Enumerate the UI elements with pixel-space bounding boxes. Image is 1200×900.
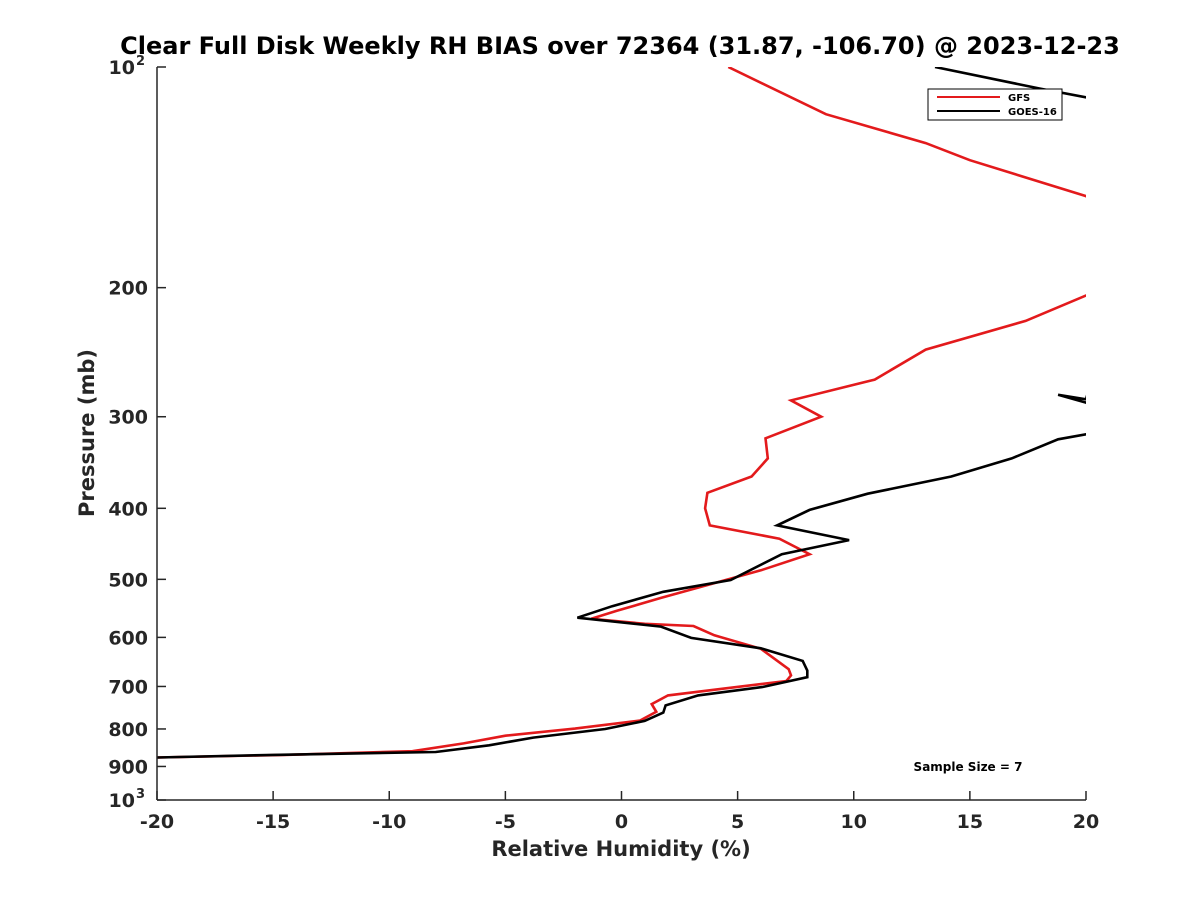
y-tick-label: 500 (108, 569, 148, 591)
legend: GFS GOES-16 (927, 88, 1063, 121)
x-tick-label: 5 (731, 811, 744, 833)
y-tick-label: 400 (108, 498, 148, 520)
x-tick-label: -20 (140, 811, 174, 833)
y-tick-label-power: 10 2 (109, 54, 146, 79)
y-tick-label-base: 10 (109, 790, 135, 812)
y-tick-label: 200 (108, 278, 148, 300)
x-tick-label: 10 (841, 811, 867, 833)
sample-size-annotation: Sample Size = 7 (914, 760, 1023, 774)
y-tick-label: 600 (108, 627, 148, 649)
x-tick-label: -5 (495, 811, 516, 833)
y-tick-label-base: 10 (109, 57, 135, 79)
legend-label-gfs: GFS (1008, 93, 1030, 104)
y-tick-label: 900 (108, 756, 148, 778)
x-ticks: -20 -15 -10 -5 0 5 10 15 20 (140, 791, 1099, 833)
y-tick-label-power: 10 3 (109, 787, 146, 812)
series-line-gfs (157, 67, 1086, 759)
x-tick-label: -10 (372, 811, 406, 833)
x-tick-label: 15 (957, 811, 983, 833)
x-tick-label: -15 (256, 811, 290, 833)
y-tick-label: 800 (108, 719, 148, 741)
x-tick-label: 20 (1073, 811, 1099, 833)
chart-title: Clear Full Disk Weekly RH BIAS over 7236… (120, 32, 1120, 60)
y-tick-label: 700 (108, 676, 148, 698)
legend-label-goes16: GOES-16 (1008, 107, 1057, 118)
y-tick-label: 300 (108, 407, 148, 429)
legend-box (927, 88, 1063, 121)
x-axis-label: Relative Humidity (%) (491, 837, 750, 861)
series-layer (157, 67, 1086, 759)
y-tick-label-exponent: 2 (136, 54, 145, 69)
y-axis-label: Pressure (mb) (75, 349, 99, 517)
axes (156, 67, 1086, 801)
x-tick-label: 0 (615, 811, 628, 833)
y-tick-label-exponent: 3 (136, 787, 145, 802)
series-line-goes16 (157, 67, 1086, 759)
